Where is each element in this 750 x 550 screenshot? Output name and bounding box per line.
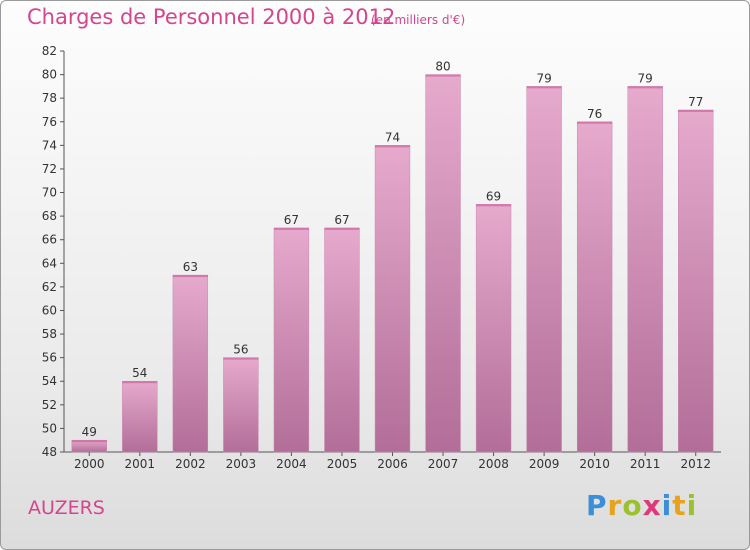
y-tick-label: 80 bbox=[42, 68, 57, 82]
chart-bars bbox=[71, 74, 714, 453]
bar bbox=[122, 380, 158, 453]
bar bbox=[273, 227, 310, 453]
x-tick-label: 2001 bbox=[125, 457, 156, 471]
x-tick-label: 2000 bbox=[74, 457, 105, 471]
y-tick-label: 72 bbox=[42, 162, 57, 176]
bar-value-label: 63 bbox=[183, 260, 198, 274]
y-tick-label: 76 bbox=[42, 115, 57, 129]
bar bbox=[678, 109, 714, 453]
y-tick-label: 82 bbox=[42, 44, 57, 58]
y-tick-label: 74 bbox=[42, 138, 57, 152]
logo-letter: r bbox=[607, 489, 623, 522]
logo-letter: P bbox=[586, 489, 608, 522]
bar-value-label: 67 bbox=[334, 213, 349, 227]
x-tick-label: 2012 bbox=[680, 457, 711, 471]
logo-letter: i bbox=[661, 489, 673, 522]
chart-axes: 48 50 52 54 56 58 60 62 64 66 68 70 72 74 76 78 80 82 bbox=[42, 44, 721, 459]
bar-top-edge bbox=[375, 145, 410, 148]
bar-top-edge bbox=[273, 227, 309, 230]
bar-value-label: 67 bbox=[284, 213, 299, 227]
bar-value-label: 56 bbox=[233, 343, 248, 357]
bar-value-label: 76 bbox=[587, 107, 602, 121]
proxiti-logo: Proxiti bbox=[586, 489, 697, 522]
y-tick-label: 70 bbox=[42, 186, 57, 200]
y-tick-label: 52 bbox=[42, 398, 57, 412]
y-tick-label: 64 bbox=[42, 256, 57, 270]
bar bbox=[526, 86, 562, 453]
chart-labels: 49 2000 54 2001 63 2002 56 2003 67 2004 67 2005 74 20… bbox=[74, 60, 711, 471]
y-tick-label: 50 bbox=[42, 421, 57, 435]
logo-letter: t bbox=[672, 489, 687, 522]
y-tick-label: 54 bbox=[42, 374, 57, 388]
y-tick-label: 62 bbox=[42, 280, 57, 294]
place-name: AUZERS bbox=[28, 497, 105, 519]
bar bbox=[576, 121, 613, 453]
y-tick-label: 68 bbox=[42, 209, 57, 223]
bar-top-edge bbox=[678, 109, 714, 112]
y-tick-label: 78 bbox=[42, 91, 57, 105]
bar-top-edge bbox=[526, 86, 562, 89]
bar-top-edge bbox=[476, 204, 512, 207]
logo-letter: o bbox=[622, 489, 643, 522]
x-tick-label: 2003 bbox=[226, 457, 257, 471]
bar bbox=[374, 145, 411, 453]
bar-top-edge bbox=[577, 121, 613, 124]
bar-top-edge bbox=[324, 227, 360, 230]
bar bbox=[475, 204, 512, 453]
x-tick-label: 2007 bbox=[428, 457, 459, 471]
bar bbox=[324, 227, 360, 453]
bar bbox=[425, 74, 461, 453]
x-tick-label: 2009 bbox=[529, 457, 560, 471]
bar-value-label: 77 bbox=[688, 95, 703, 109]
bar bbox=[172, 274, 209, 453]
bar-value-label: 80 bbox=[435, 60, 450, 74]
bar-value-label: 79 bbox=[536, 71, 551, 85]
y-tick-label: 48 bbox=[42, 445, 57, 459]
x-tick-label: 2004 bbox=[276, 457, 307, 471]
bar-value-label: 54 bbox=[132, 366, 147, 380]
bar-top-edge bbox=[71, 440, 107, 443]
bar-top-edge bbox=[122, 381, 158, 384]
x-tick-label: 2010 bbox=[579, 457, 610, 471]
bar-value-label: 49 bbox=[82, 425, 97, 439]
x-tick-label: 2005 bbox=[327, 457, 358, 471]
bar-top-edge bbox=[172, 275, 208, 278]
bar-top-edge bbox=[223, 357, 259, 360]
bar-value-label: 69 bbox=[486, 189, 501, 203]
bar-value-label: 74 bbox=[385, 130, 400, 144]
logo-letter: i bbox=[686, 489, 698, 522]
y-tick-label: 66 bbox=[42, 233, 57, 247]
x-tick-label: 2008 bbox=[478, 457, 509, 471]
bar bbox=[627, 86, 663, 453]
logo-letter: x bbox=[642, 489, 662, 522]
bar-value-label: 79 bbox=[638, 71, 653, 85]
y-tick-label: 58 bbox=[42, 327, 57, 341]
y-tick-label: 56 bbox=[42, 351, 57, 365]
x-tick-label: 2006 bbox=[377, 457, 408, 471]
x-tick-label: 2002 bbox=[175, 457, 206, 471]
y-tick-label: 60 bbox=[42, 303, 57, 317]
bar bbox=[223, 357, 259, 453]
x-tick-label: 2011 bbox=[630, 457, 661, 471]
chart-title: Charges de Personnel 2000 à 2012 bbox=[27, 5, 396, 29]
bar-top-edge bbox=[425, 74, 461, 77]
chart-subtitle: (en milliers d'€) bbox=[371, 13, 466, 27]
bar-top-edge bbox=[627, 86, 663, 89]
